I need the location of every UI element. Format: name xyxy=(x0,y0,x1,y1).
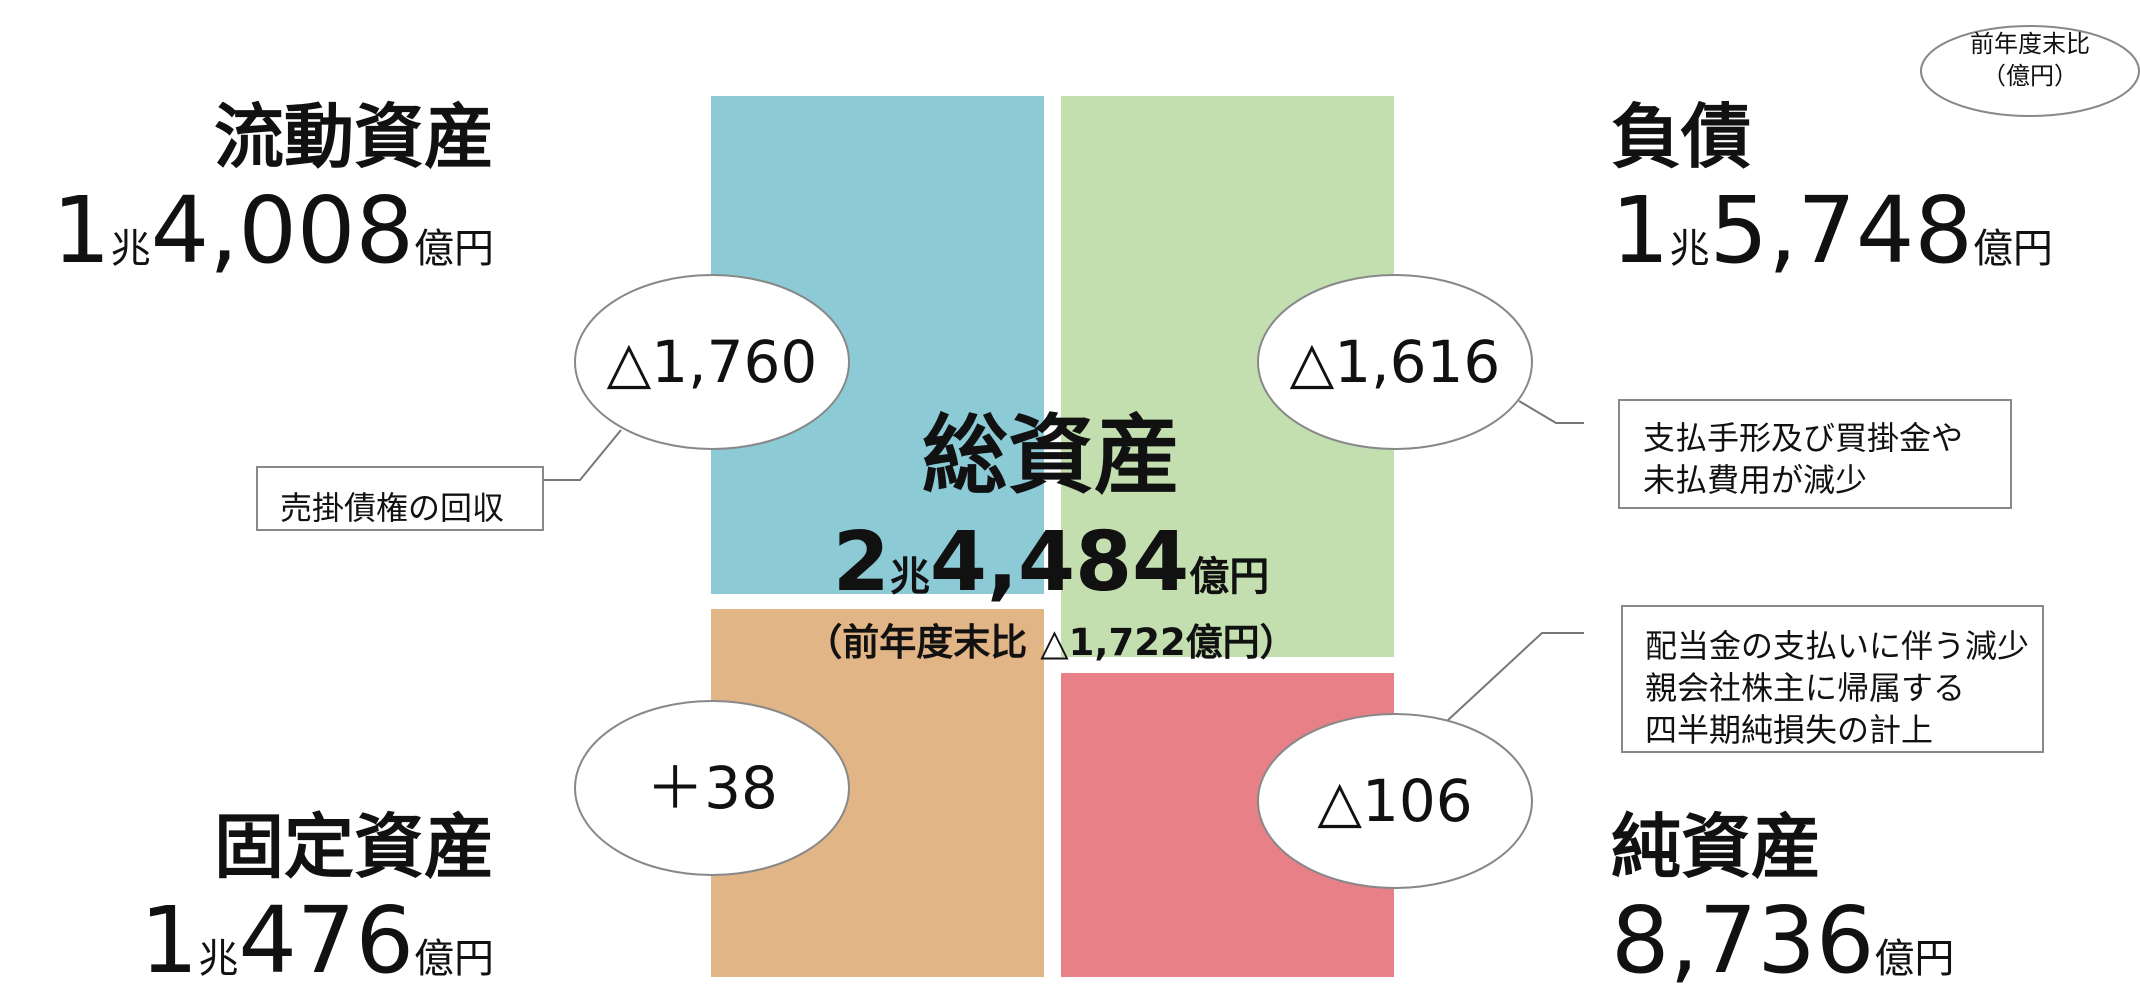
note-line: （億円） xyxy=(1982,62,2078,90)
amount-number: 1 xyxy=(52,177,111,284)
amount-number: 4,008 xyxy=(151,177,414,284)
amount: 8,736億円 xyxy=(1611,887,1954,988)
amount-unit: 兆 xyxy=(1670,226,1710,272)
note-line: 前年度末比 xyxy=(1970,30,2090,58)
comment-line: 配当金の支払いに伴う減少 xyxy=(1645,627,2029,665)
amount-unit: 億円 xyxy=(414,226,494,272)
comment-boxes xyxy=(256,399,2044,753)
amount-number: 4,484 xyxy=(930,515,1189,610)
amount-unit: 兆 xyxy=(111,226,151,272)
amount-number: 1 xyxy=(1611,177,1670,284)
amount-number: 5,748 xyxy=(1710,177,1973,284)
amount-unit: 億円 xyxy=(1874,936,1954,982)
amount-unit: 兆 xyxy=(890,554,930,600)
comment-line: 支払手形及び買掛金や xyxy=(1643,419,1963,457)
section-title: 純資産 xyxy=(1611,806,1821,888)
amount: 1兆476億円 xyxy=(140,887,494,988)
amount-unit: 兆 xyxy=(198,936,238,982)
change-ellipse xyxy=(1257,713,1533,889)
change-value: △1,760 xyxy=(607,328,818,396)
comment-line: 親会社株主に帰属する xyxy=(1645,669,1965,707)
section-title: 流動資産 xyxy=(214,96,494,178)
amount-number: 8,736 xyxy=(1611,887,1874,988)
change-ellipse xyxy=(574,700,850,876)
change-ellipse xyxy=(1257,274,1533,450)
change-ellipse xyxy=(574,274,850,450)
note-ellipse xyxy=(1920,25,2140,117)
amount-number: 2 xyxy=(833,515,890,610)
amount: 1兆4,008億円 xyxy=(52,177,494,284)
total-title: 総資産 xyxy=(922,406,1180,506)
comment-line: 未払費用が減少 xyxy=(1643,461,1867,499)
amount: 2兆4,484億円 xyxy=(833,515,1269,610)
change-value: △1,616 xyxy=(1290,328,1501,396)
amount-unit: 億円 xyxy=(1973,226,2053,272)
section-title: 固定資産 xyxy=(214,806,494,888)
connectors xyxy=(543,400,1584,722)
amount-number: 476 xyxy=(238,887,414,988)
amount-unit: 億円 xyxy=(414,936,494,982)
amount-number: 1 xyxy=(140,887,199,988)
section-title: 負債 xyxy=(1611,96,1751,178)
total-change: （前年度末比 △1,722億円） xyxy=(805,621,1296,664)
amount: 1兆5,748億円 xyxy=(1611,177,2053,284)
change-value: ＋38 xyxy=(646,754,778,822)
comment-line: 四半期純損失の計上 xyxy=(1645,711,1933,749)
comment-line: 売掛債権の回収 xyxy=(280,489,504,527)
change-value: △106 xyxy=(1317,767,1472,835)
amount-unit: 億円 xyxy=(1189,554,1269,600)
